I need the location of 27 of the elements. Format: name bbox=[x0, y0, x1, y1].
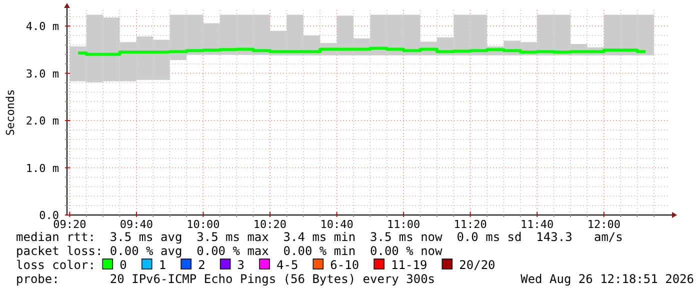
x-tick-label: 12:00 bbox=[587, 218, 620, 231]
legend-label: 4-5 bbox=[276, 258, 298, 272]
text: packet loss: 0.00 % avg 0.00 % max 0.00 % min 0.00 % now bbox=[16, 244, 444, 258]
y-tick-label: 1.0 m bbox=[26, 162, 60, 175]
x-tick-label: 09:20 bbox=[53, 218, 86, 231]
x-tick-label: 11:40 bbox=[520, 218, 554, 231]
x-tick-label: 11:20 bbox=[454, 218, 487, 231]
y-tick-label: 2.0 m bbox=[26, 114, 60, 128]
legend-label: 11-19 bbox=[391, 258, 428, 272]
legend-label: 2 bbox=[198, 258, 206, 272]
y-axis-title: Seconds bbox=[4, 89, 17, 136]
legend-label: 1 bbox=[158, 258, 166, 272]
y-tick-label: 3.0 m bbox=[26, 67, 60, 80]
legend-label: 6-10 bbox=[330, 258, 360, 272]
text: Wed Aug 26 12:18:51 2026 bbox=[520, 272, 694, 286]
x-tick-label: 10:20 bbox=[253, 218, 287, 231]
y-tick-label: 4.0 m bbox=[26, 20, 60, 34]
text: median rtt: 3.5 ms avg 3.5 ms max 3.4 ms min 3.5 ms now 0.0 ms sd 143.3 am/s bbox=[16, 230, 623, 244]
legend-label: 20/20 bbox=[459, 258, 496, 272]
text: probe: 20 IPv6-ICMP Echo Pings (56 Bytes) every 300s bbox=[16, 272, 436, 286]
x-tick-label: 09:40 bbox=[120, 218, 154, 231]
x-tick-label: 11:00 bbox=[386, 218, 420, 231]
legend-label: 0 bbox=[120, 258, 127, 272]
legend-title: loss color: bbox=[16, 258, 96, 272]
x-tick-label: 10:00 bbox=[186, 218, 220, 231]
x-tick-label: 10:40 bbox=[320, 218, 354, 231]
legend-label: 3 bbox=[237, 258, 245, 272]
